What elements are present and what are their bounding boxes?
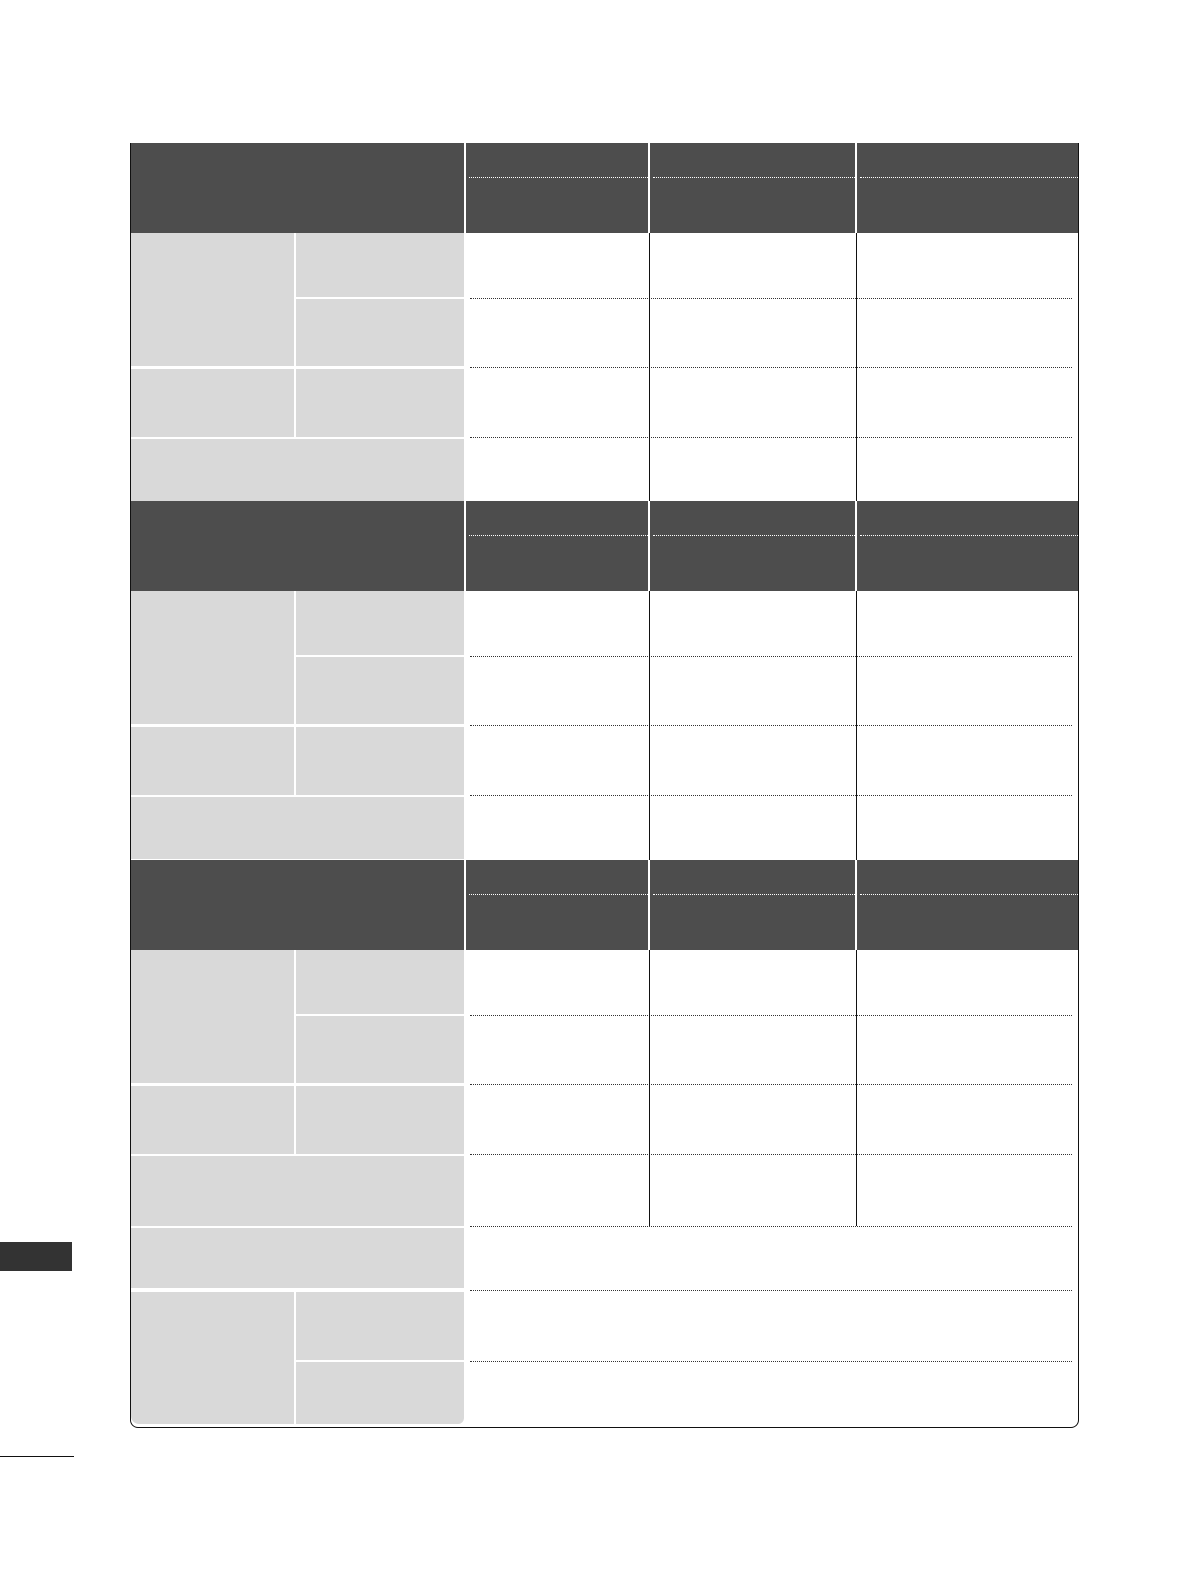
header-divider	[860, 535, 1078, 536]
row-divider	[298, 1361, 462, 1362]
row-label	[296, 1086, 464, 1154]
column-header	[857, 143, 1078, 233]
column-header	[857, 501, 1078, 591]
column-header	[466, 501, 648, 591]
header-divider	[653, 535, 855, 536]
row-label	[296, 727, 464, 795]
column-divider	[649, 233, 650, 501]
row-divider	[470, 1015, 1072, 1016]
column-divider	[649, 950, 650, 1226]
row-label	[296, 1362, 464, 1424]
column-divider	[856, 233, 857, 501]
header-divider	[469, 177, 648, 178]
header-divider	[653, 177, 855, 178]
row-label-wide	[131, 439, 464, 501]
section-header	[131, 501, 464, 591]
column-divider	[856, 950, 857, 1226]
row-divider	[470, 725, 1072, 726]
column-divider	[856, 591, 857, 860]
row-label	[296, 369, 464, 437]
header-divider	[469, 894, 648, 895]
header-divider	[469, 535, 648, 536]
column-divider	[649, 591, 650, 860]
row-group-label	[131, 727, 294, 795]
row-divider	[470, 656, 1072, 657]
side-tab	[0, 1242, 72, 1271]
row-divider	[470, 1154, 1072, 1155]
section-header	[131, 860, 464, 950]
row-divider	[470, 367, 1072, 368]
column-header	[466, 143, 648, 233]
row-group-label	[131, 369, 294, 437]
row-group-label	[131, 950, 294, 1083]
row-divider	[470, 1226, 1072, 1227]
footer-rule	[0, 1456, 74, 1457]
section-header	[131, 143, 464, 233]
row-label-wide	[131, 1156, 464, 1226]
row-label	[296, 233, 464, 297]
column-header	[650, 501, 855, 591]
column-header	[650, 143, 855, 233]
row-label	[296, 1016, 464, 1083]
row-group-label	[131, 1086, 294, 1154]
row-group-label	[131, 233, 294, 366]
row-divider	[470, 1290, 1072, 1291]
header-divider	[860, 894, 1078, 895]
row-label-wide	[131, 1228, 464, 1288]
row-label	[296, 299, 464, 366]
row-label	[296, 657, 464, 724]
row-group-label	[131, 591, 294, 724]
column-header	[650, 860, 855, 950]
row-label	[296, 591, 464, 655]
header-divider	[860, 177, 1078, 178]
row-label	[296, 950, 464, 1014]
row-divider	[298, 1015, 462, 1016]
row-divider	[470, 437, 1072, 438]
header-divider	[653, 894, 855, 895]
row-divider	[470, 795, 1072, 796]
row-label	[296, 1292, 464, 1360]
row-divider	[298, 298, 462, 299]
column-header	[857, 860, 1078, 950]
row-group-label	[131, 1292, 294, 1424]
row-divider	[470, 1084, 1072, 1085]
row-divider	[470, 298, 1072, 299]
row-divider	[298, 656, 462, 657]
column-header	[466, 860, 648, 950]
spec-table-frame	[130, 143, 1079, 1428]
row-label-wide	[131, 797, 464, 859]
row-divider	[470, 1361, 1072, 1362]
